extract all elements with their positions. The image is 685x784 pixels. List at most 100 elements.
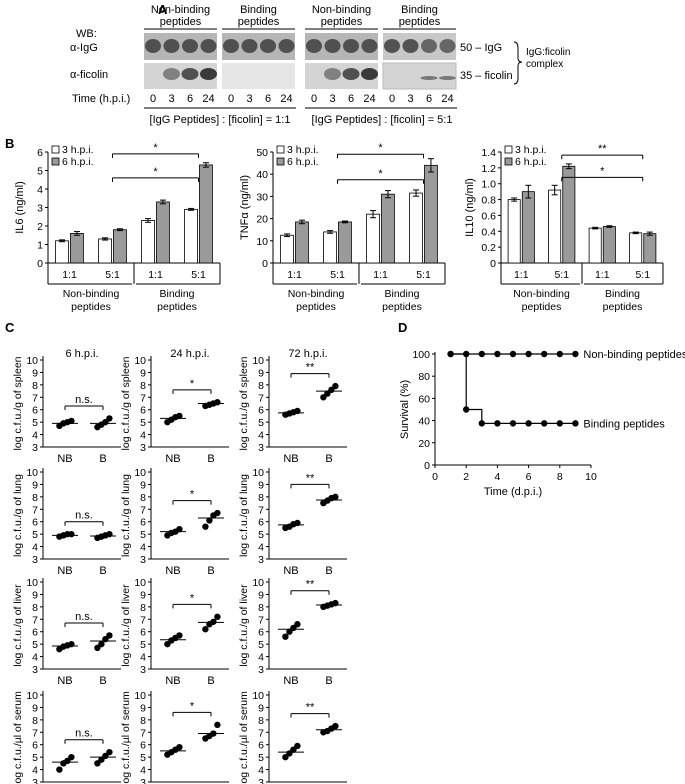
ficolin-blot-frame [382,62,457,90]
legend-swatch [51,145,60,154]
x-category-label: NB [283,453,298,465]
y-tick-label: 10 [256,236,268,248]
y-tick-label: 7 [258,504,264,516]
y-tick-label: 8 [32,492,38,504]
data-point [202,523,209,530]
survival-point [509,350,517,358]
timepoint-label: 24 h.p.i. [170,348,209,360]
sig-label: n.s. [75,394,93,406]
x-tick-label: 0 [432,471,438,483]
y-tick-label: 5 [32,639,38,651]
data-point [282,633,289,640]
y-tick-label: 6 [140,627,146,639]
sig-label: * [378,168,383,180]
sig-label: * [153,166,158,178]
sig-label: n.s. [75,728,93,740]
y-tick-label: 7 [32,392,38,404]
band-label-ficolin: 35 – ficolin [460,70,513,82]
group-label: Binding [605,288,640,300]
y-tick-label: 9 [140,589,146,601]
y-tick-label: 10 [134,355,146,367]
y-tick-label: 10 [26,355,38,367]
data-point [176,412,183,420]
legend-label: 6 h.p.i. [515,156,547,168]
group-label: peptides [382,301,422,313]
blot-group-label: Binding [401,4,438,16]
y-tick-label: 5 [37,166,43,178]
series-label: Binding peptides [583,418,665,430]
sig-label: * [190,592,195,604]
category-label: 5:1 [330,269,345,281]
y-axis-label: log c.f.u./g of spleen [120,356,132,450]
igg-band [260,39,276,53]
y-tick-label: 8 [258,380,264,392]
sig-label: ** [306,472,315,484]
y-tick-label: 4 [258,765,264,777]
y-tick-label: 5 [32,752,38,764]
time-label: 6 [265,93,271,105]
y-tick-label: 0 [424,460,430,472]
x-category-label: NB [57,453,72,465]
y-tick-label: 1.0 [481,179,496,191]
sig-label: * [190,489,195,501]
y-tick-label: 5 [32,417,38,429]
x-category-label: B [99,565,106,577]
time-label: 24 [441,93,453,105]
survival-point [556,350,563,358]
y-tick-label: 40 [256,169,268,181]
time-label: 3 [407,93,413,105]
y-tick-label: 7 [258,392,264,404]
y-tick-label: 5 [140,639,146,651]
y-tick-label: 8 [32,602,38,614]
x-category-label: B [325,675,332,687]
y-tick-label: 4 [140,542,146,554]
category-label: 1:1 [287,269,302,281]
y-tick-label: 3 [258,664,264,676]
legend-swatch [504,145,513,154]
data-point [98,756,105,763]
y-tick-label: 2 [37,221,43,233]
y-tick-label: 4 [258,430,264,442]
y-tick-label: 10 [252,467,264,479]
y-tick-label: 4 [140,652,146,664]
data-point [332,382,339,390]
y-tick-label: 6 [140,740,146,752]
y-tick-label: 7 [140,614,146,626]
data-point [106,632,113,639]
y-tick-label: 7 [32,727,38,739]
data-point [106,415,113,422]
ficolin-band [200,68,217,80]
y-tick-label: 0 [490,258,496,270]
legend-swatch [276,145,285,154]
y-tick-label: 8 [140,492,146,504]
complex-label-1: IgG:ficolin [526,47,570,58]
sig-label: ** [306,702,315,714]
y-tick-label: 3 [258,777,264,784]
survival-point [572,420,579,427]
y-tick-label: 3 [32,664,38,676]
y-axis-label: log c.f.u./g of spleen [238,356,250,450]
x-category-label: NB [57,565,72,577]
timepoint-label: 72 h.p.i. [288,348,327,360]
survival-line [450,353,576,424]
data-point [94,644,101,652]
igg-band [306,39,322,53]
y-tick-label: 10 [26,690,38,702]
bar [381,193,395,264]
data-point [176,744,183,751]
ficolin-band [181,68,199,80]
y-tick-label: 9 [258,367,264,379]
blot-group-label: peptides [238,16,280,28]
y-tick-label: 0 [262,258,268,270]
y-tick-label: 8 [32,380,38,392]
bar [70,232,84,264]
y-axis-label: log c.f.u./µl of serum [12,691,24,784]
data-point [202,626,209,633]
legend-swatch [504,157,513,166]
igg-band [163,39,180,53]
igg-band [361,39,378,53]
survival-point [525,350,532,358]
y-tick-label: 40 [418,416,430,428]
